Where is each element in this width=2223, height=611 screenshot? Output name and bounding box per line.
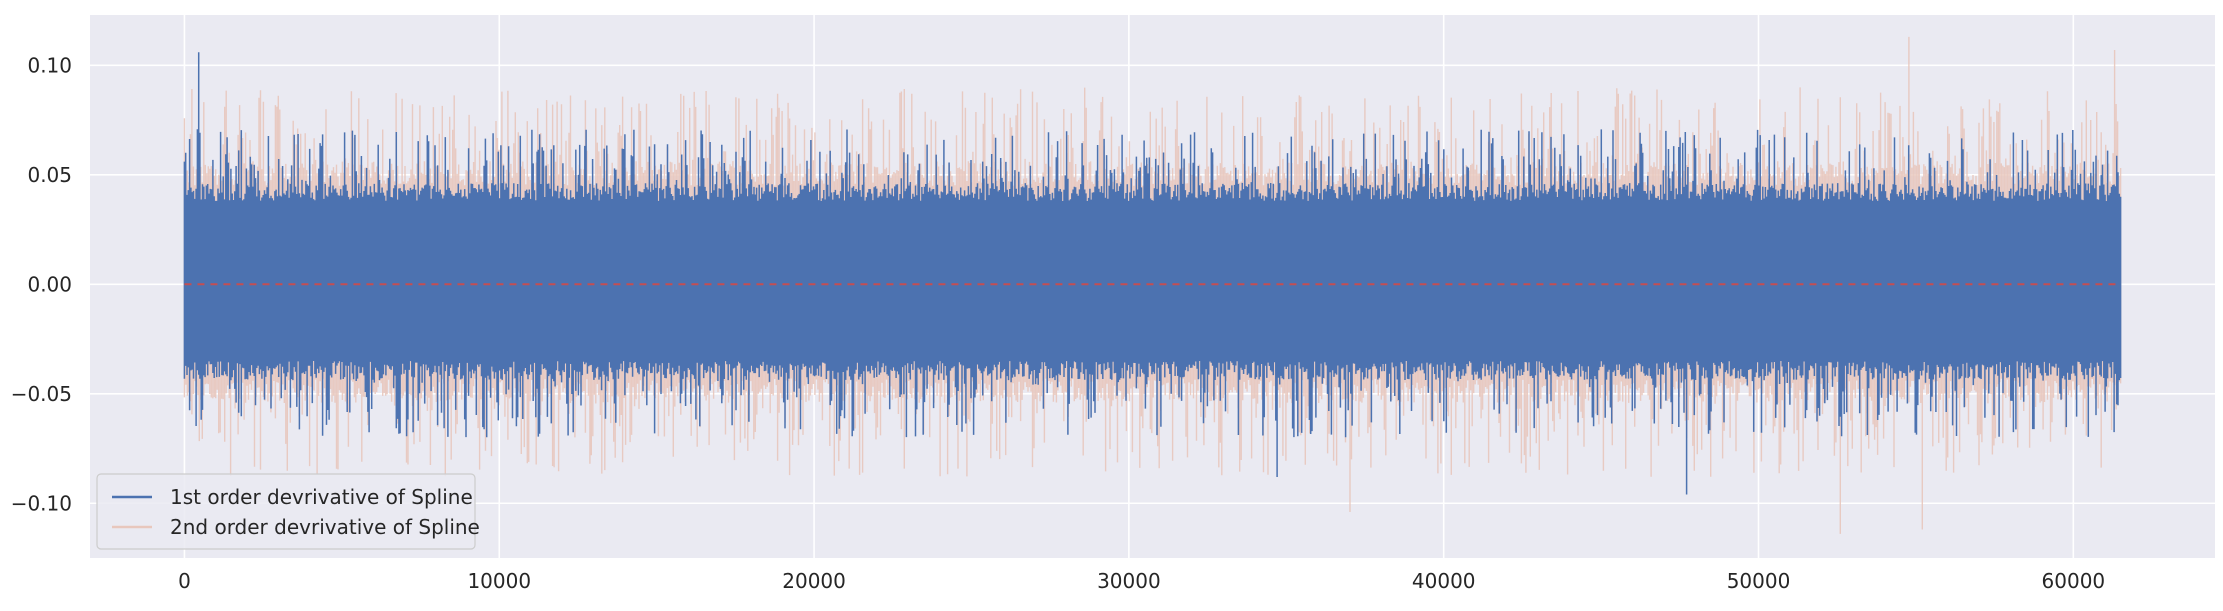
x-tick-label: 20000 (782, 569, 846, 593)
y-tick-label: 0.10 (27, 53, 72, 77)
legend-label-series-2: 2nd order devrivative of Spline (170, 515, 480, 539)
legend: 1st order devrivative of Spline 2nd orde… (96, 473, 480, 550)
legend-box (96, 473, 476, 550)
y-tick-label: 0.05 (27, 163, 72, 187)
series-layer (183, 36, 2122, 534)
x-tick-label: 10000 (467, 569, 531, 593)
x-tick-label: 50000 (1727, 569, 1791, 593)
y-tick-label: −0.10 (11, 491, 72, 515)
x-tick-label: 30000 (1097, 569, 1161, 593)
y-ticks: −0.10 −0.05 0.00 0.05 0.10 (11, 53, 72, 515)
y-tick-label: −0.05 (11, 382, 72, 406)
legend-label-series-1: 1st order devrivative of Spline (170, 485, 473, 509)
x-tick-label: 40000 (1412, 569, 1476, 593)
y-tick-label: 0.00 (27, 272, 72, 296)
x-tick-label: 60000 (2042, 569, 2106, 593)
series-1st-derivative-line (183, 52, 2122, 495)
x-ticks: 0 10000 20000 30000 40000 50000 60000 (178, 569, 2105, 593)
x-tick-label: 0 (178, 569, 191, 593)
